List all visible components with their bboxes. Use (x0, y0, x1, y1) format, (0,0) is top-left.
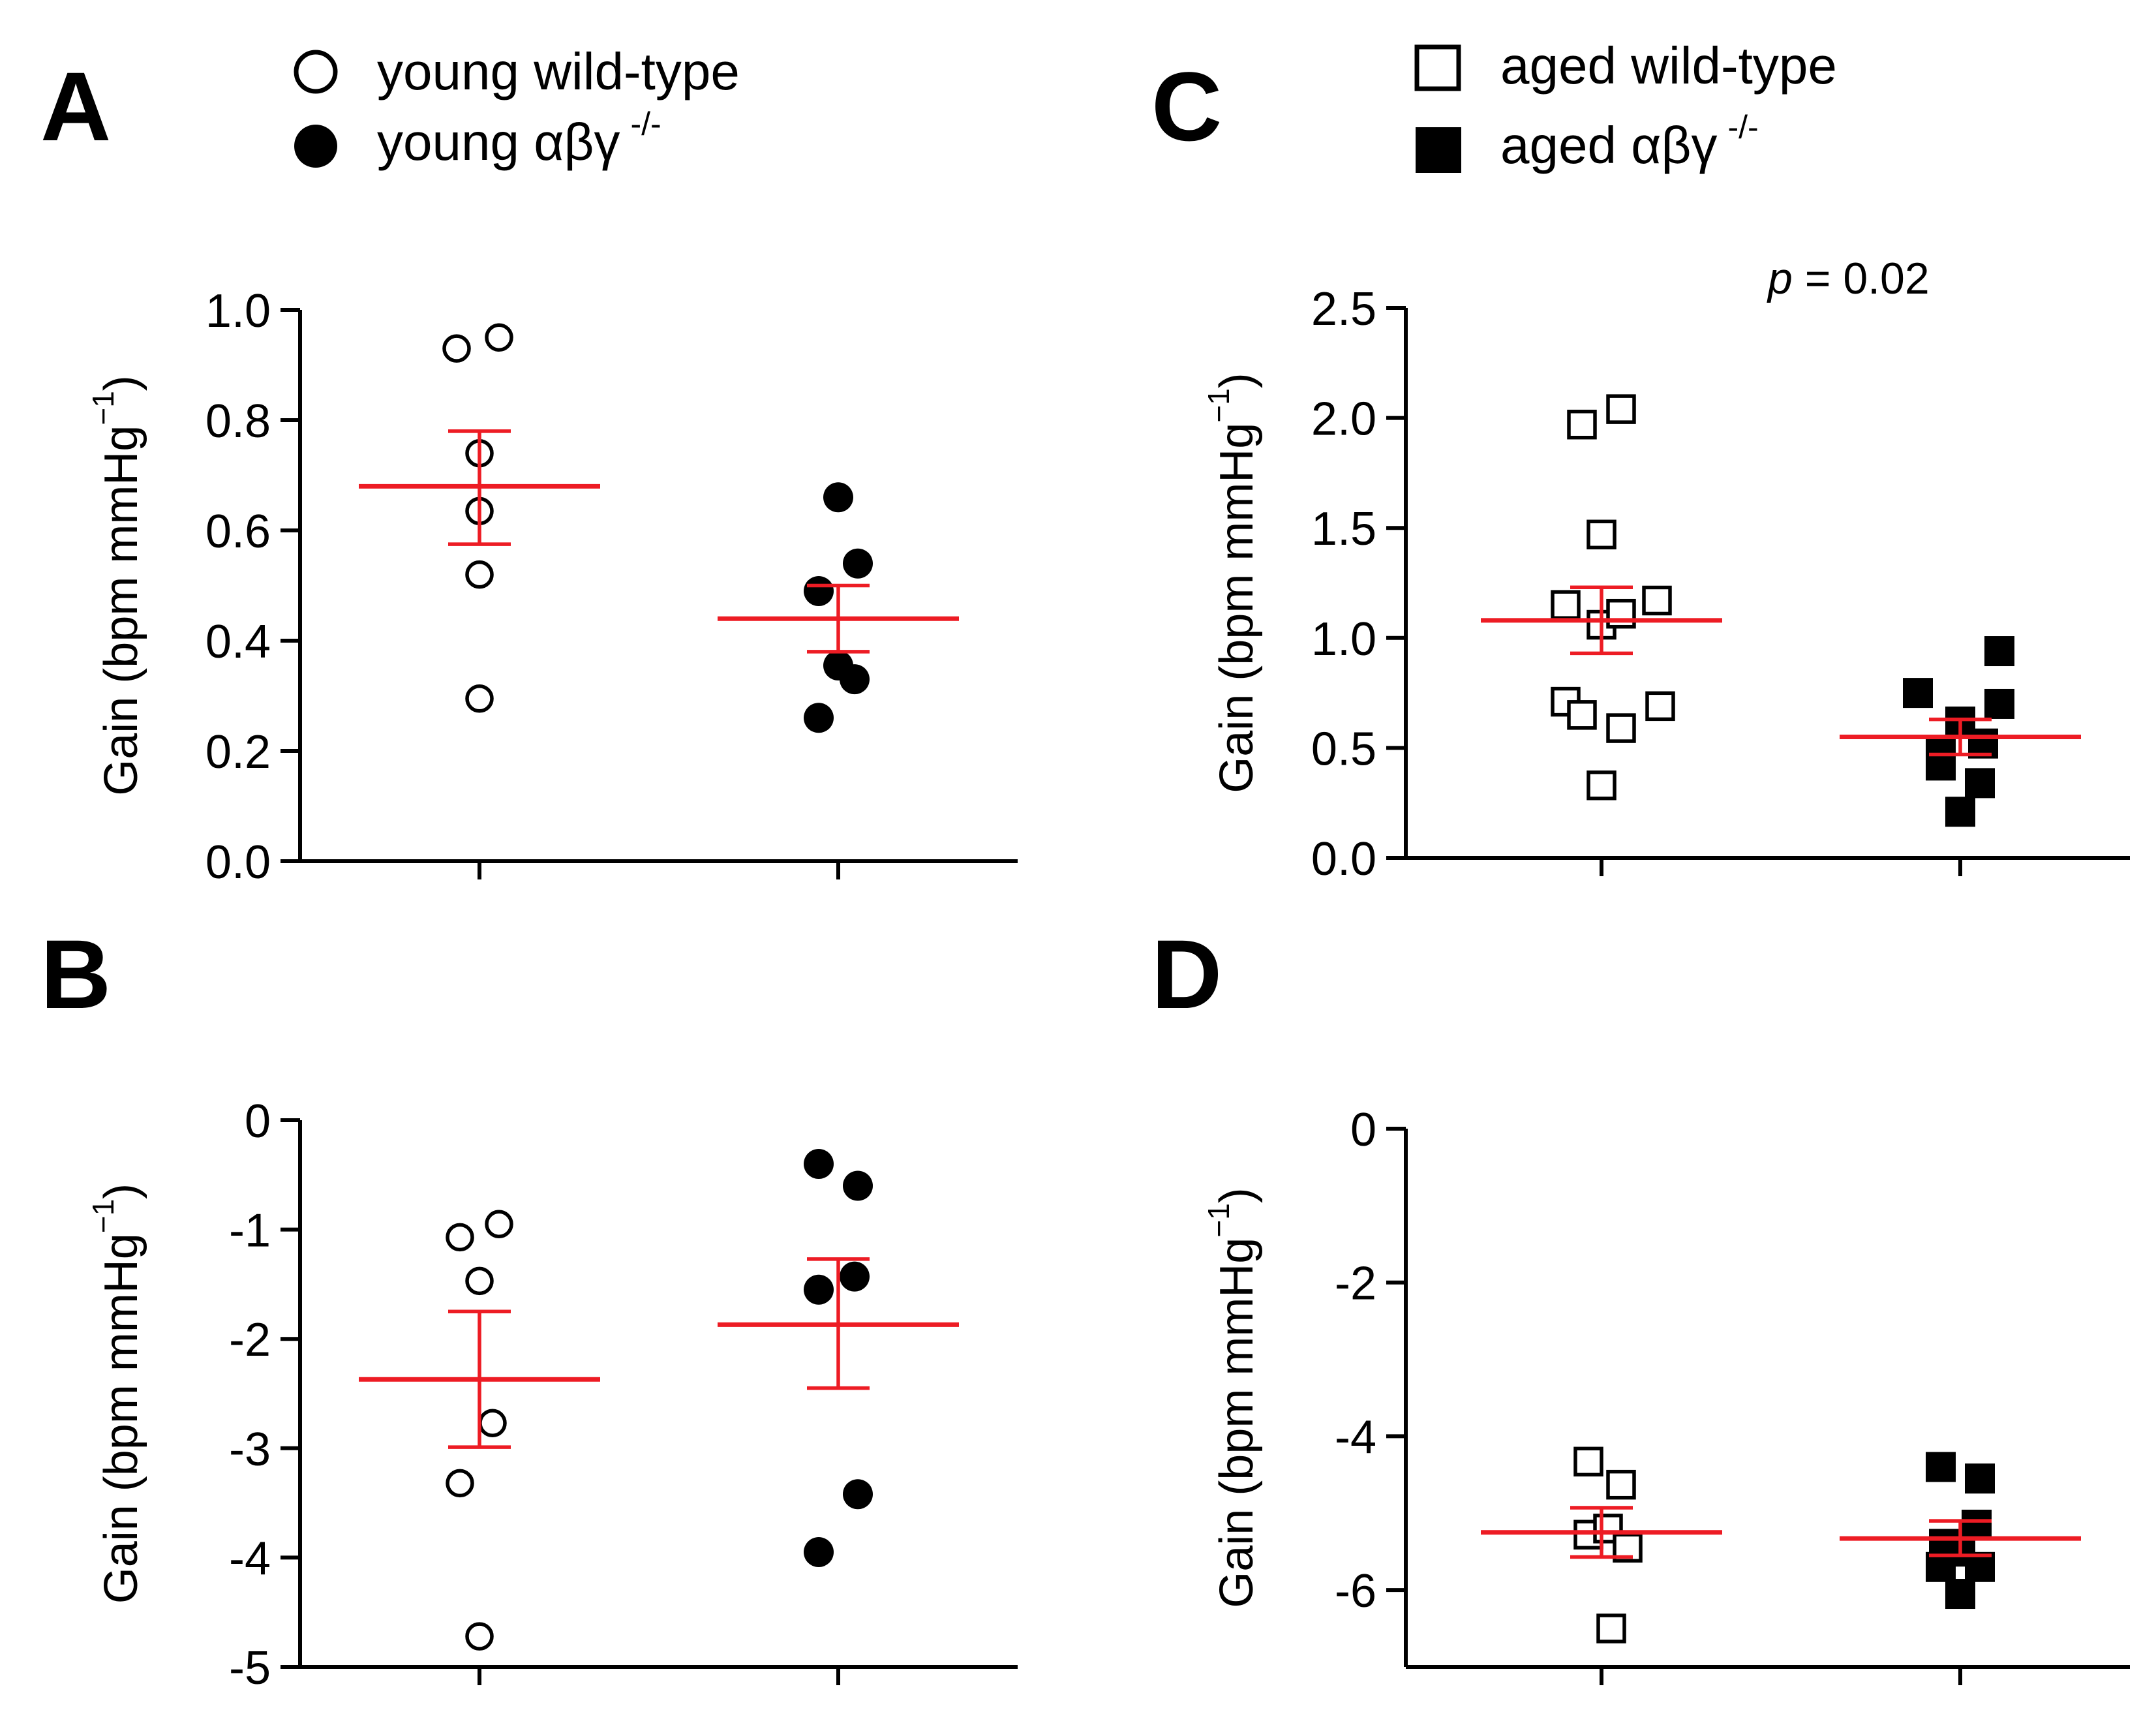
data-point (446, 1469, 474, 1498)
data-point (446, 1223, 474, 1252)
y-tick-label: -3 (229, 1424, 271, 1476)
y-tick-label: -4 (229, 1533, 271, 1585)
data-point (804, 1274, 834, 1305)
panel-letter-a: A (40, 52, 111, 161)
y-axis-label: Gain (bpm mmHg−1) (1202, 1187, 1263, 1608)
data-point (485, 323, 513, 352)
data-point (843, 1170, 873, 1201)
y-tick-label: 1.0 (205, 285, 271, 337)
data-point (1926, 1452, 1956, 1482)
y-tick-label: 0.0 (205, 836, 271, 889)
legend-circle-open-marker (294, 50, 338, 94)
data-point (1606, 1469, 1636, 1500)
y-tick-label: -5 (229, 1642, 271, 1694)
data-point (1596, 1613, 1626, 1643)
data-point (1642, 585, 1672, 616)
data-point (485, 1210, 513, 1238)
y-tick-label: 0.6 (205, 506, 271, 558)
data-point (843, 548, 873, 579)
y-tick-label: 0 (245, 1095, 271, 1148)
y-tick-label: 0.2 (205, 726, 271, 778)
data-point (1573, 1446, 1603, 1477)
data-point (840, 664, 870, 695)
legend-young-knockout: young αβγ -/- (377, 106, 661, 171)
data-point (1645, 691, 1675, 722)
data-point (442, 334, 471, 363)
y-tick-label: 0.0 (1311, 833, 1376, 885)
data-point (1587, 770, 1617, 801)
data-point (1606, 394, 1636, 424)
y-axis-label: Gain (bpm mmHg−1) (86, 375, 147, 796)
y-tick-label: 2.0 (1311, 393, 1376, 446)
data-point (840, 1261, 870, 1292)
data-point (843, 1479, 873, 1510)
legend-square-open-marker (1414, 44, 1461, 91)
data-point (1606, 598, 1636, 629)
y-tick-label: -1 (229, 1205, 271, 1257)
p-value-annotation: p = 0.02 (1767, 254, 1930, 303)
data-point (1962, 1509, 1992, 1540)
y-tick-label: -2 (1335, 1258, 1376, 1310)
legend-square-filled-marker (1416, 127, 1461, 173)
y-axis-label: Gain (bpm mmHg−1) (86, 1183, 147, 1604)
y-tick-label: 0.5 (1311, 723, 1376, 775)
y-tick-label: 0 (1350, 1104, 1376, 1156)
y-axis-label: Gain (bpm mmHg−1) (1202, 373, 1263, 793)
data-point (1567, 409, 1597, 440)
data-point (1606, 713, 1636, 743)
legend-young-wild-type: young wild-type (377, 42, 740, 100)
data-point (1945, 1579, 1975, 1610)
y-tick-label: 1.5 (1311, 503, 1376, 555)
data-point (1567, 700, 1597, 730)
y-tick-label: -2 (229, 1314, 271, 1366)
plot-panel-b: -5 -4 -3 -2 -1 0 Gain (bpm mmHg−1) (86, 1095, 1018, 1694)
panel-letter-d: D (1151, 919, 1222, 1029)
data-point (1587, 519, 1617, 550)
data-point (478, 1409, 507, 1438)
legend-aged-wild-type: aged wild-type (1500, 37, 1837, 95)
data-point (465, 684, 494, 713)
data-point (804, 1149, 834, 1180)
panel-letter-c: C (1151, 52, 1222, 161)
y-tick-label: 1.0 (1311, 613, 1376, 665)
y-tick-label: 0.4 (205, 616, 271, 668)
plot-panel-a: 0.0 0.2 0.4 0.6 0.8 1.0 Gain (bpm mmHg−1) (86, 285, 1018, 889)
panel-letter-b: B (40, 919, 111, 1029)
data-point (465, 1266, 494, 1296)
data-point (804, 703, 834, 733)
data-point (1965, 768, 1995, 799)
data-point (1945, 797, 1975, 827)
data-point (804, 1537, 834, 1568)
plot-panel-c: 0.0 0.5 1.0 1.5 2.0 2.5 Gain (bpm mmHg−1) p = 0… (1202, 254, 2130, 885)
legend-right: aged wild-type aged αβγ -/- (1414, 37, 1837, 174)
data-point (1903, 678, 1933, 709)
legend-circle-filled-marker (294, 125, 337, 168)
data-point (1984, 688, 2014, 719)
legend-left: young wild-type young αβγ -/- (294, 42, 740, 171)
y-tick-label: 0.8 (205, 395, 271, 448)
plot-panel-d: -6 -4 -2 0 Gain (bpm mmHg−1) (1202, 1104, 2130, 1685)
y-tick-label: -6 (1335, 1565, 1376, 1617)
data-point (823, 482, 853, 513)
data-point (1965, 1463, 1995, 1494)
data-point (1984, 636, 2014, 667)
data-point (465, 1622, 494, 1651)
y-tick-label: -4 (1335, 1411, 1376, 1463)
data-point (465, 560, 494, 589)
data-point (1551, 590, 1581, 620)
legend-aged-knockout: aged αβγ -/- (1500, 109, 1759, 174)
y-tick-label: 2.5 (1311, 283, 1376, 335)
data-point (804, 575, 834, 606)
